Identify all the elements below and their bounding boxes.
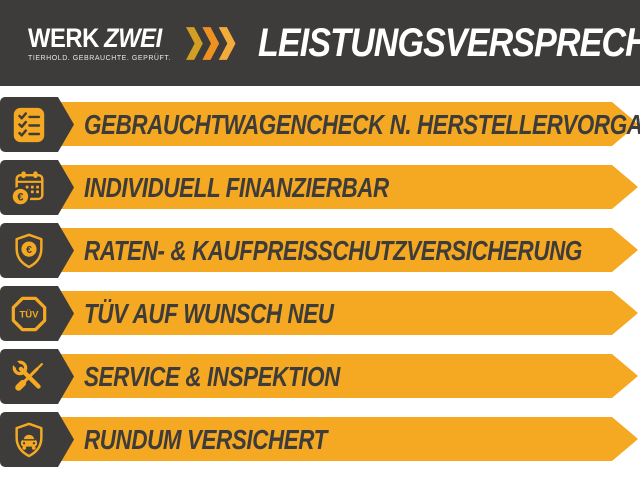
calendar-euro-icon: €: [10, 170, 44, 207]
tools-icon: [10, 357, 43, 391]
benefit-banner: [0, 354, 638, 398]
icon-box: [0, 412, 74, 467]
page-title: LEISTUNGSVERSPRECHEN: [258, 20, 640, 65]
icon-box: €: [0, 160, 74, 215]
checklist-icon: [13, 107, 45, 142]
benefit-banner: [0, 417, 638, 461]
logo-wordmark: WERK ZWEI: [28, 22, 162, 53]
icon-box: TÜV: [0, 286, 74, 341]
benefit-label: RUNDUM VERSICHERT: [84, 424, 327, 455]
benefit-label: INDIVIDUELL FINANZIERBAR: [84, 172, 389, 203]
icon-box: €: [0, 223, 74, 278]
triple-chevron-icon: [186, 26, 236, 60]
benefit-row-tuev: TÜV TÜV AUF WUNSCH NEU: [0, 286, 640, 341]
icon-box: [0, 349, 74, 404]
werkzwei-logo: WERK ZWEI TIERHOLD. GEBRAUCHTE. GEPRÜFT.: [28, 22, 180, 62]
benefit-row-gebrauchtwagencheck: GEBRAUCHTWAGENCHECK N. HERSTELLERVORGABE…: [0, 97, 640, 152]
logo-tagline: TIERHOLD. GEBRAUCHTE. GEPRÜFT.: [28, 54, 171, 62]
benefit-row-service: SERVICE & INSPEKTION: [0, 349, 640, 404]
benefit-label: GEBRAUCHTWAGENCHECK N. HERSTELLERVORGABE…: [84, 109, 640, 140]
benefit-label: SERVICE & INSPEKTION: [84, 361, 340, 392]
logo-word-werk: WERK: [28, 22, 99, 53]
euro-symbol: €: [17, 191, 23, 203]
benefit-list: GEBRAUCHTWAGENCHECK N. HERSTELLERVORGABE…: [0, 97, 640, 467]
benefit-row-versichert: RUNDUM VERSICHERT: [0, 412, 640, 467]
icon-box: [0, 97, 74, 152]
benefit-banner: [0, 291, 638, 335]
benefit-label: TÜV AUF WUNSCH NEU: [84, 298, 334, 329]
benefit-label: RATEN- & KAUFPREISSCHUTZVERSICHERUNG: [84, 235, 582, 266]
benefit-banner: [0, 165, 638, 209]
shield-euro-icon: €: [15, 233, 43, 268]
tuv-octagon-icon: TÜV: [11, 296, 47, 331]
shield-car-icon: [15, 422, 43, 457]
euro-symbol: €: [26, 244, 32, 255]
logo-word-zwei: ZWEI: [104, 22, 162, 53]
benefit-banner: [0, 102, 638, 146]
tuv-label: TÜV: [20, 309, 40, 320]
header: WERK ZWEI TIERHOLD. GEBRAUCHTE. GEPRÜFT. …: [0, 0, 640, 86]
benefit-banner: [0, 228, 638, 272]
benefit-row-finanzierung: € INDIVIDUELL FINANZIERBAR: [0, 160, 640, 215]
benefit-row-schutzversicherung: € RATEN- & KAUFPREISSCHUTZVERSICHERUNG: [0, 223, 640, 278]
